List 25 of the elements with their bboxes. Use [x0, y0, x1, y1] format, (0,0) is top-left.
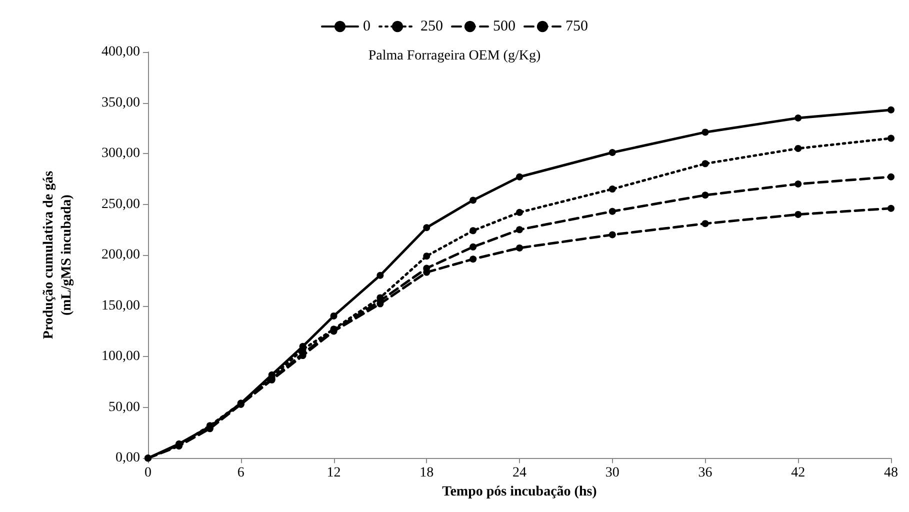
x-tick-label: 42: [791, 466, 806, 481]
y-tick-label: 150,00: [102, 298, 140, 314]
x-tick-label: 24: [512, 466, 526, 481]
legend-title: Palma Forrageira OEM (g/Kg): [368, 48, 541, 64]
x-tick-label: 0: [144, 466, 152, 481]
x-tick-label: 36: [698, 466, 712, 481]
x-tick-label: 6: [237, 466, 244, 481]
y-tick-label: 400,00: [102, 44, 140, 60]
y-tick-label: 200,00: [102, 248, 140, 263]
x-tick-label: 30: [605, 466, 620, 481]
y-tick-label: 250,00: [102, 196, 140, 212]
y-tick-label: 300,00: [102, 146, 140, 162]
x-tick-label: 12: [326, 466, 341, 481]
legend-label: 0: [363, 18, 370, 34]
y-tick-label: 350,00: [102, 95, 140, 110]
legend-label: 750: [566, 18, 588, 34]
legend-label: 500: [493, 18, 516, 34]
legend-label: 250: [420, 18, 443, 34]
x-tick-label: 18: [420, 466, 434, 481]
y-tick-label: 0,00: [116, 450, 140, 466]
y-tick-label: 100,00: [102, 349, 140, 364]
x-tick-label: 48: [884, 466, 898, 481]
y-axis-title: Produção cumulativa de gás (mL/gMS incubada): [42, 170, 74, 340]
x-axis-title: Tempo pós incubação (hs): [442, 484, 598, 500]
y-tick-label: 50,00: [108, 400, 140, 415]
